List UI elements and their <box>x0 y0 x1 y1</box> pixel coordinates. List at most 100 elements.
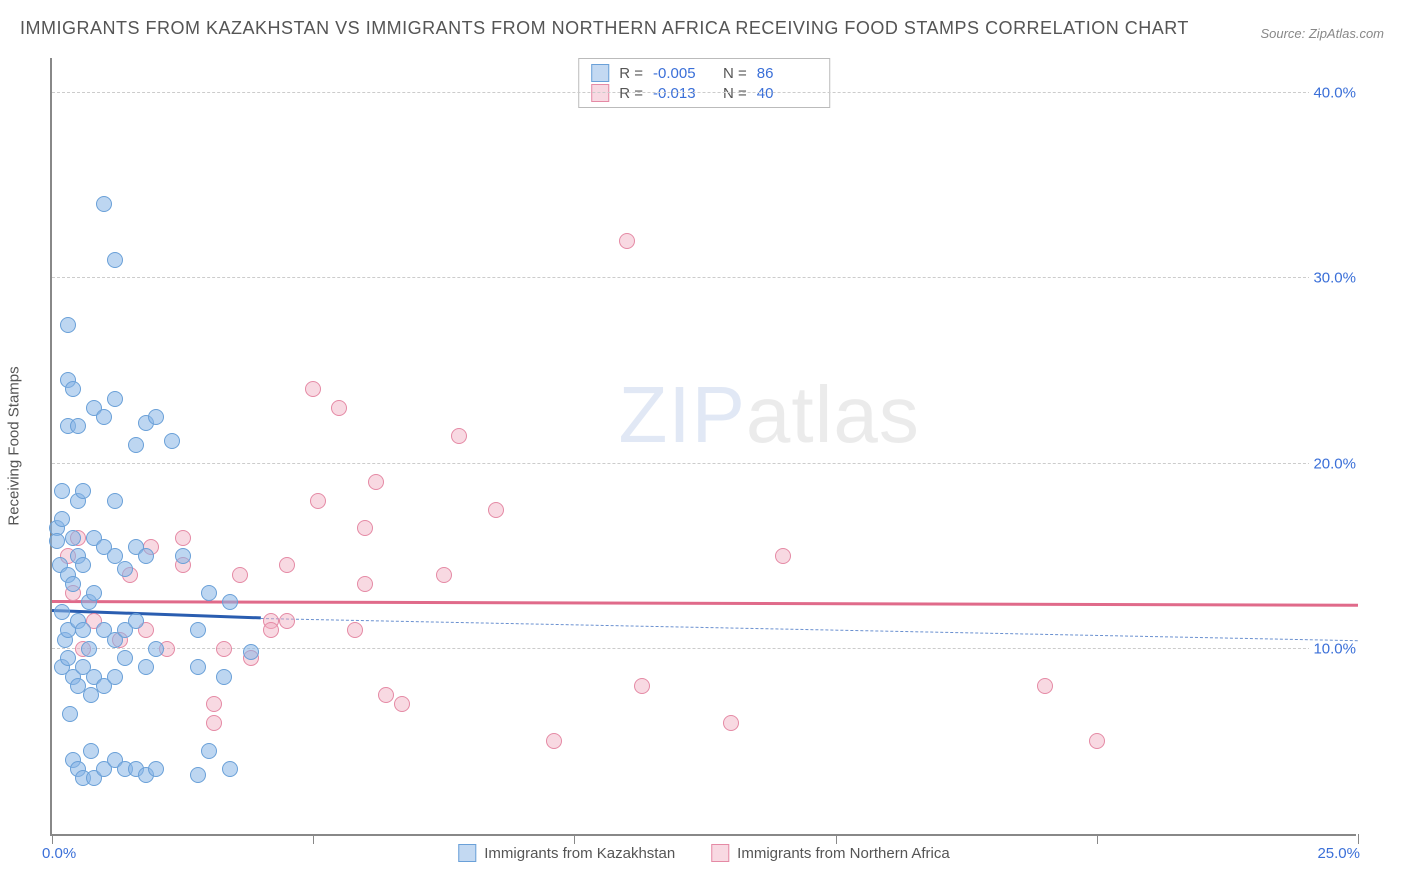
data-point-kazakhstan <box>54 604 70 620</box>
data-point-nafrica <box>279 557 295 573</box>
x-tick <box>1358 834 1359 844</box>
data-point-nafrica <box>546 733 562 749</box>
data-point-kazakhstan <box>117 561 133 577</box>
data-point-kazakhstan <box>60 317 76 333</box>
y-tick-label: 20.0% <box>1309 455 1360 472</box>
data-point-kazakhstan <box>107 493 123 509</box>
data-point-nafrica <box>451 428 467 444</box>
x-tick <box>836 834 837 844</box>
data-point-nafrica <box>436 567 452 583</box>
data-point-kazakhstan <box>190 622 206 638</box>
swatch-blue-icon <box>458 844 476 862</box>
data-point-kazakhstan <box>138 659 154 675</box>
data-point-nafrica <box>368 474 384 490</box>
x-tick <box>1097 834 1098 844</box>
data-point-kazakhstan <box>128 437 144 453</box>
source-attribution: Source: ZipAtlas.com <box>1260 26 1384 41</box>
chart-title: IMMIGRANTS FROM KAZAKHSTAN VS IMMIGRANTS… <box>20 18 1189 39</box>
x-tick <box>52 834 53 844</box>
y-axis-title: Receiving Food Stamps <box>6 366 23 525</box>
data-point-nafrica <box>232 567 248 583</box>
n-value-kazakhstan: 86 <box>757 65 817 82</box>
data-point-nafrica <box>1037 678 1053 694</box>
data-point-kazakhstan <box>49 533 65 549</box>
data-point-kazakhstan <box>201 585 217 601</box>
legend-series-box: Immigrants from Kazakhstan Immigrants fr… <box>458 844 949 862</box>
data-point-kazakhstan <box>148 761 164 777</box>
data-point-nafrica <box>394 696 410 712</box>
data-point-nafrica <box>279 613 295 629</box>
data-point-kazakhstan <box>148 641 164 657</box>
data-point-kazakhstan <box>65 381 81 397</box>
data-point-kazakhstan <box>75 483 91 499</box>
scatter-plot-area: ZIPatlas R = -0.005 N = 86 R = -0.013 N … <box>50 58 1356 836</box>
watermark-zip: ZIP <box>618 370 745 459</box>
legend-label-nafrica: Immigrants from Northern Africa <box>737 845 950 862</box>
data-point-kazakhstan <box>96 409 112 425</box>
data-point-kazakhstan <box>138 548 154 564</box>
data-point-nafrica <box>1089 733 1105 749</box>
data-point-kazakhstan <box>201 743 217 759</box>
data-point-nafrica <box>488 502 504 518</box>
data-point-kazakhstan <box>107 391 123 407</box>
data-point-kazakhstan <box>62 706 78 722</box>
data-point-kazakhstan <box>243 644 259 660</box>
data-point-kazakhstan <box>216 669 232 685</box>
data-point-kazakhstan <box>117 650 133 666</box>
data-point-nafrica <box>378 687 394 703</box>
swatch-pink-icon <box>711 844 729 862</box>
y-tick-label: 10.0% <box>1309 640 1360 657</box>
n-label: N = <box>723 65 747 82</box>
data-point-kazakhstan <box>65 576 81 592</box>
data-point-kazakhstan <box>60 650 76 666</box>
legend-item-kazakhstan: Immigrants from Kazakhstan <box>458 844 675 862</box>
y-tick-label: 30.0% <box>1309 270 1360 287</box>
data-point-kazakhstan <box>222 594 238 610</box>
data-point-nafrica <box>331 400 347 416</box>
data-point-kazakhstan <box>107 669 123 685</box>
x-axis-min-label: 0.0% <box>42 845 76 862</box>
gridline <box>52 463 1356 464</box>
r-value-kazakhstan: -0.005 <box>653 65 713 82</box>
r-label: R = <box>619 65 643 82</box>
data-point-nafrica <box>206 715 222 731</box>
data-point-kazakhstan <box>128 613 144 629</box>
data-point-kazakhstan <box>107 252 123 268</box>
data-point-kazakhstan <box>83 743 99 759</box>
data-point-nafrica <box>619 233 635 249</box>
data-point-nafrica <box>634 678 650 694</box>
x-tick <box>574 834 575 844</box>
data-point-nafrica <box>310 493 326 509</box>
data-point-kazakhstan <box>190 767 206 783</box>
data-point-nafrica <box>216 641 232 657</box>
data-point-nafrica <box>357 576 373 592</box>
data-point-kazakhstan <box>54 511 70 527</box>
legend-item-nafrica: Immigrants from Northern Africa <box>711 844 950 862</box>
data-point-kazakhstan <box>70 418 86 434</box>
gridline <box>52 92 1356 93</box>
y-tick-label: 40.0% <box>1309 85 1360 102</box>
trend-line <box>261 618 1358 641</box>
gridline <box>52 277 1356 278</box>
data-point-kazakhstan <box>54 483 70 499</box>
trend-line <box>52 600 1358 606</box>
data-point-kazakhstan <box>175 548 191 564</box>
data-point-nafrica <box>347 622 363 638</box>
data-point-nafrica <box>305 381 321 397</box>
legend-label-kazakhstan: Immigrants from Kazakhstan <box>484 845 675 862</box>
data-point-kazakhstan <box>148 409 164 425</box>
data-point-nafrica <box>723 715 739 731</box>
data-point-kazakhstan <box>65 530 81 546</box>
data-point-nafrica <box>175 530 191 546</box>
data-point-kazakhstan <box>190 659 206 675</box>
legend-stats-row-kazakhstan: R = -0.005 N = 86 <box>591 63 817 83</box>
data-point-nafrica <box>206 696 222 712</box>
data-point-nafrica <box>775 548 791 564</box>
watermark: ZIPatlas <box>618 369 919 461</box>
data-point-nafrica <box>357 520 373 536</box>
data-point-nafrica <box>263 622 279 638</box>
data-point-kazakhstan <box>75 557 91 573</box>
data-point-kazakhstan <box>86 585 102 601</box>
data-point-kazakhstan <box>222 761 238 777</box>
swatch-blue-icon <box>591 64 609 82</box>
